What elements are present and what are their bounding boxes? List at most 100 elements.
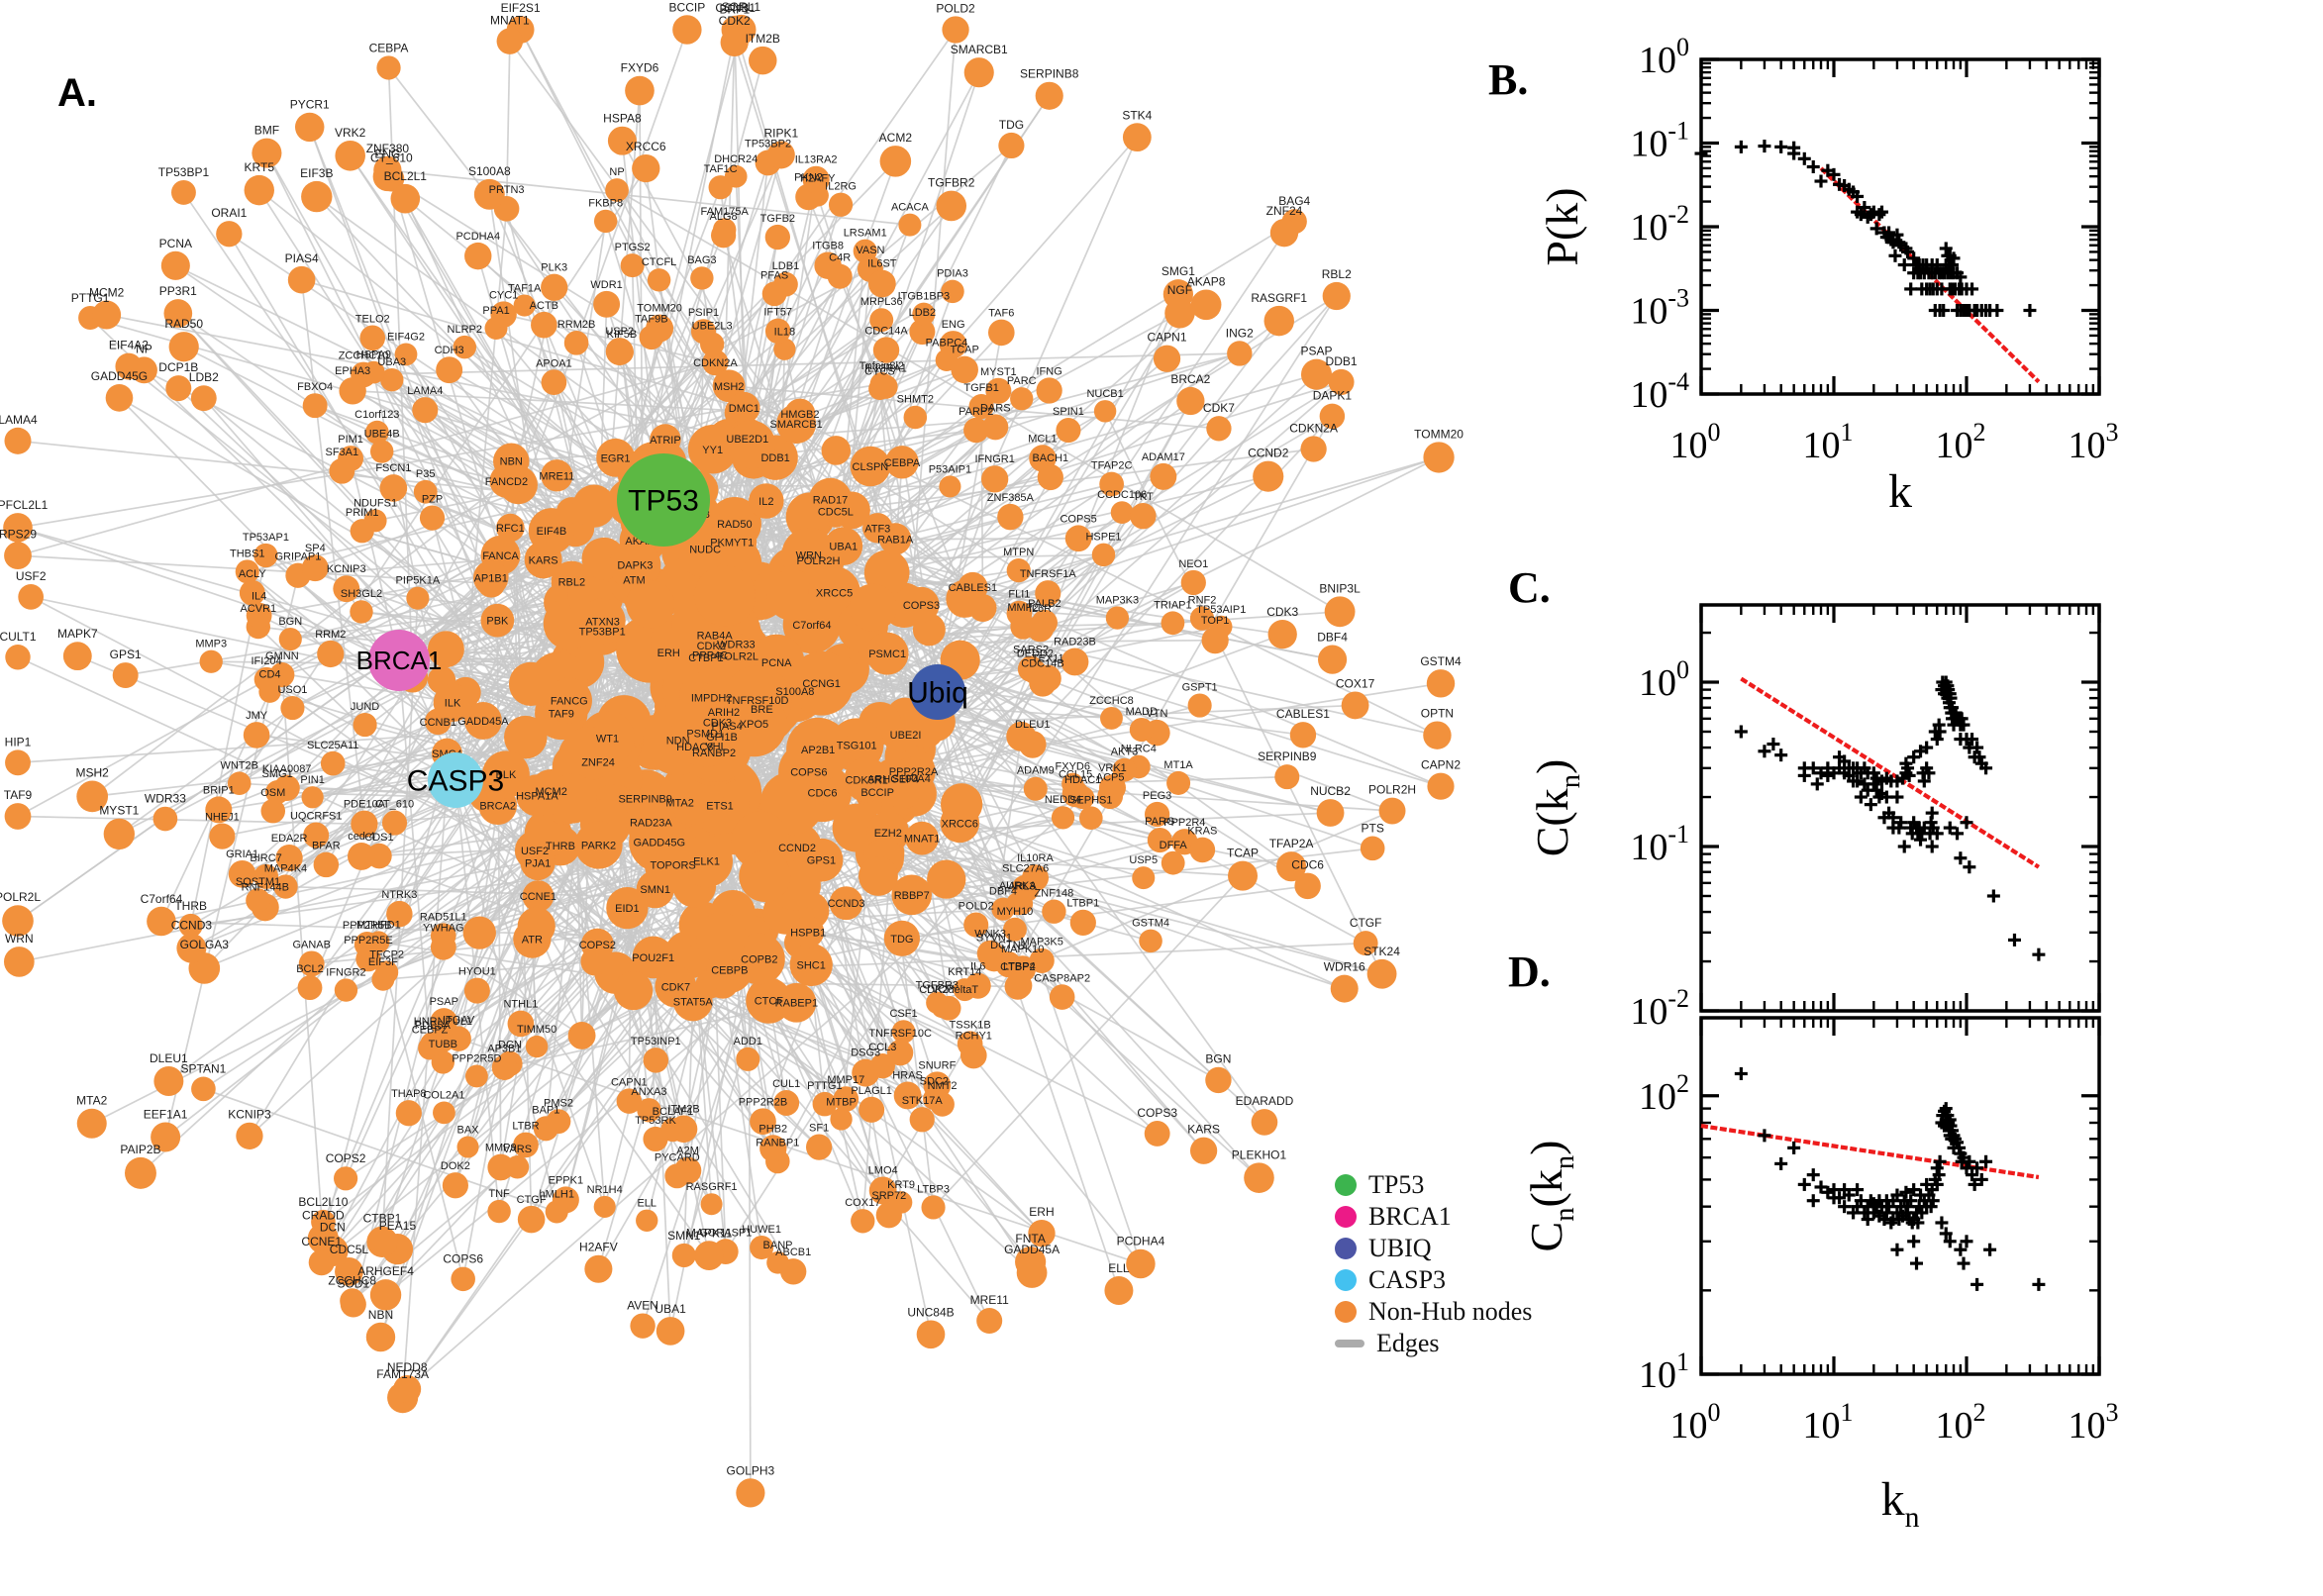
node-label: DHCR24 [714,153,758,165]
node-label: H2AFY [800,172,836,184]
network-node [672,15,702,45]
node-label: EIF3F [368,956,398,968]
network-node [898,213,922,237]
node-label: PPP4C [692,649,728,661]
network-node [1300,358,1333,390]
network-node [298,950,325,977]
node-label: IFNGR2 [326,966,365,978]
node-label: SPIN1 [1053,406,1084,418]
network-edge [363,352,1240,376]
node-label: PDE10A [344,799,386,811]
node-label: RRM2B [557,319,596,331]
node-label: CTBP1 [363,1212,402,1226]
network-node [935,349,959,372]
legend-label: Non-Hub nodes [1368,1296,1533,1326]
node-label: CDK7 [1203,401,1235,415]
node-label: ERH [1029,1205,1054,1219]
network-node [487,1153,515,1181]
node-label: PLK3 [541,262,567,274]
network-node [707,517,758,567]
network-node [736,1047,760,1071]
node-label: EDA2R [271,833,308,845]
network-node [851,1209,875,1234]
node-label: EPHA3 [335,365,370,377]
node-label: BCL2L10 [298,1195,348,1209]
network-node [865,632,909,675]
network-node [1097,783,1124,810]
node-label: IMPDH2 [691,692,733,704]
node-label: ELL [1108,1261,1130,1275]
node-label: DBF4 [989,886,1017,898]
node-label: ARL3 [1008,881,1036,893]
network-node [879,523,912,555]
tick-marks [1699,57,2101,396]
node-label: FSCN1 [375,462,411,474]
node-label: COPS6 [790,767,827,779]
node-label: SOD1 [337,1276,369,1290]
node-label: STK4 [1122,108,1152,122]
network-node [364,420,389,445]
network-node [761,281,787,307]
node-label: PSMC1 [868,648,906,660]
node-label: ADD1 [734,1036,762,1047]
node-label: RFC1 [496,523,525,535]
node-label: ADAM9 [1017,765,1055,777]
node-label: ERH [657,648,680,659]
network-node [1042,899,1066,924]
node-label: COPB2 [741,954,777,966]
network-node [1099,471,1125,497]
node-label: RAB4A [697,630,734,642]
node-label: HIP1 [5,735,32,748]
network-node [329,457,355,484]
network-node [728,391,760,425]
network-node [205,796,233,824]
node-label: DLEU1 [1015,719,1050,731]
network-node [764,224,791,250]
network-node [616,1088,643,1114]
node-label: TEX11 [1032,653,1064,665]
network-node [517,1205,546,1234]
node-label: KRAS [1187,826,1217,838]
node-label: FXYD6 [621,61,659,75]
network-node [1253,460,1284,492]
node-label: RAD23A [630,817,672,829]
network-node [869,308,894,333]
hub-label-ubiq: Ubiq [907,677,968,710]
node-label: TDG [999,118,1024,132]
network-node [209,823,236,849]
node-label: WDR33 [145,792,186,806]
node-label: CCNG1 [802,678,841,690]
x-tick-label: 101 [1803,1398,1854,1446]
node-label: WT1 [596,734,619,746]
network-node [632,936,674,979]
node-label: GSTM4 [1420,654,1462,668]
node-label: COPS6 [443,1252,483,1266]
network-node [868,1176,897,1205]
node-label: LDB2 [189,370,219,384]
plot-frame [1699,603,2101,1013]
network-node [395,1100,422,1127]
node-label: POLR2L [0,890,41,904]
network-node [1227,341,1253,366]
network-node [1078,806,1103,831]
network-node [773,338,796,360]
network-node [637,1098,661,1123]
network-edge [454,779,606,1208]
node-label: CDK3 [1266,605,1298,619]
node-label: SMG1 [262,768,293,780]
node-label: ZNF24 [1266,204,1303,218]
network-node [574,821,623,869]
network-node [258,680,281,703]
node-label: TSG101 [837,741,877,752]
network-node [963,57,994,88]
network-node [1051,806,1075,830]
network-node [981,465,1009,493]
node-label: ENG [942,319,965,331]
network-node [720,28,749,57]
node-label: ANXA3 [631,1086,666,1098]
node-label: GORASP1 [699,1227,752,1239]
node-label: WDR1 [590,279,622,291]
node-label: CDKN2A [693,357,738,369]
network-edge [398,659,431,1048]
network-node [348,843,375,870]
